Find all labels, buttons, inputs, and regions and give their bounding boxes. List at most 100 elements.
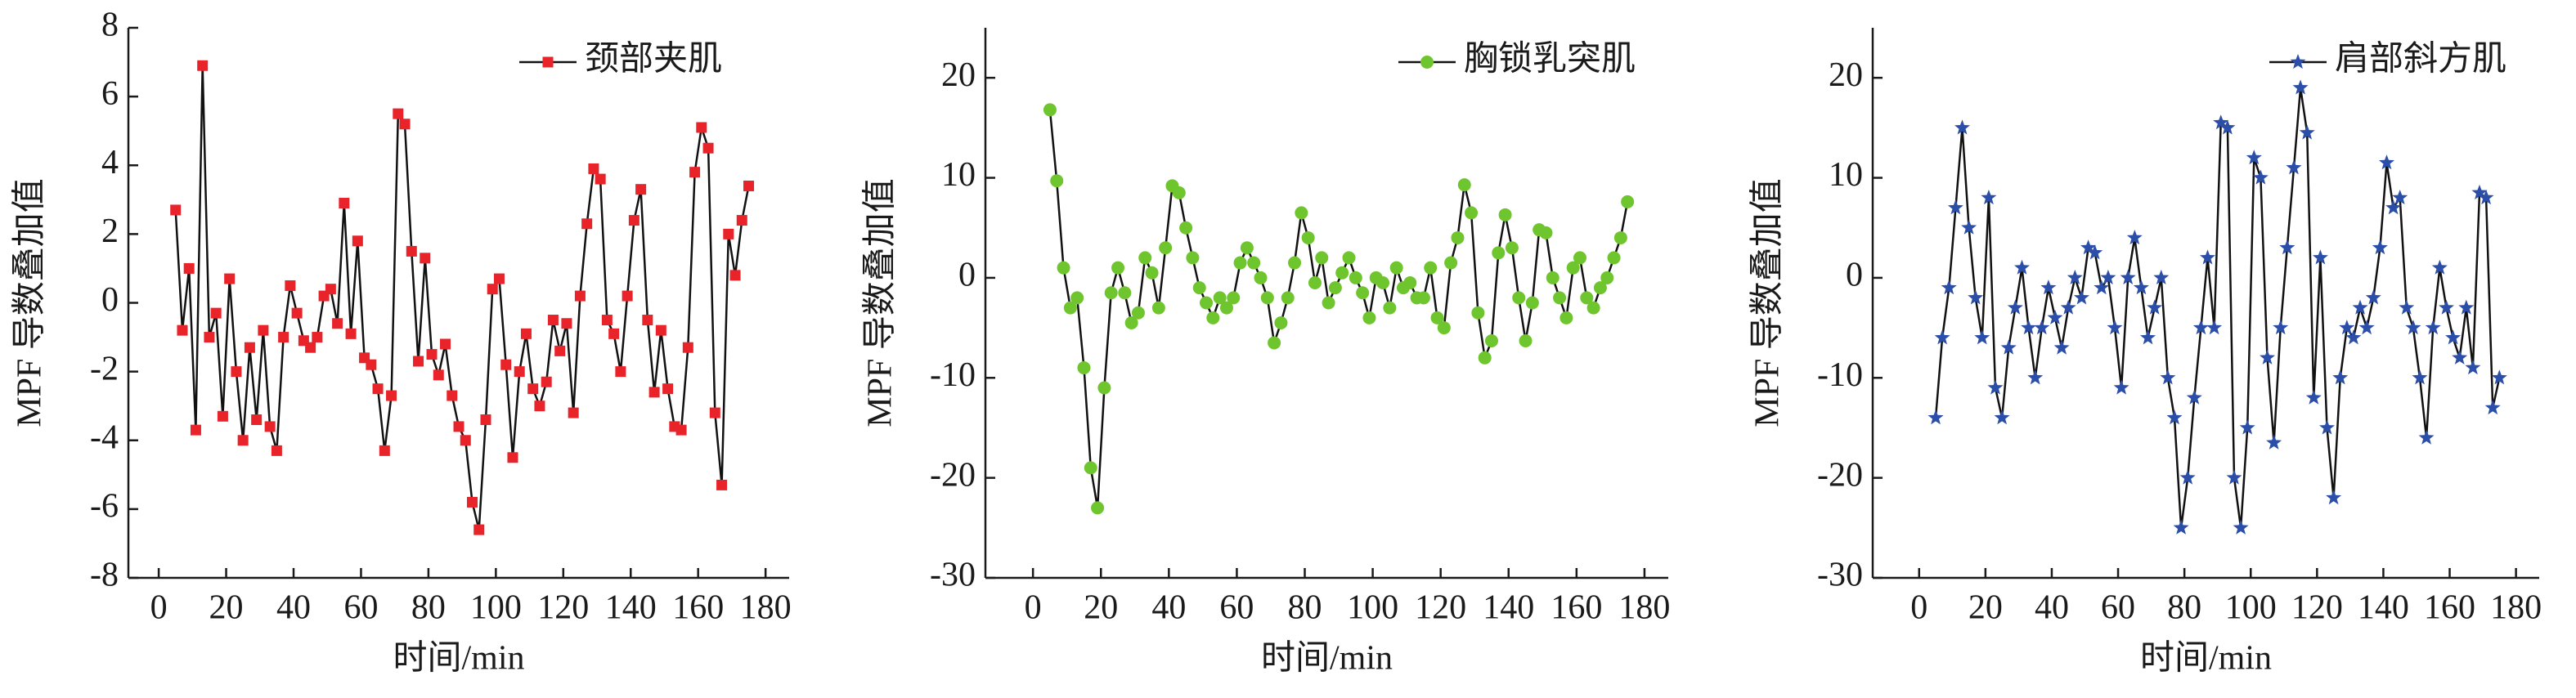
data-point: [2179, 469, 2196, 485]
x-tick-label: 140: [1483, 589, 1534, 627]
data-point: [2345, 329, 2362, 345]
data-point: [1613, 230, 1627, 244]
y-tick-label: -10: [930, 356, 976, 394]
data-point: [2040, 280, 2057, 295]
data-point: [514, 366, 525, 378]
data-point: [675, 424, 687, 436]
data-point: [2206, 320, 2223, 335]
data-point: [2452, 349, 2468, 365]
x-tick-label: 180: [2490, 589, 2542, 627]
data-point: [1607, 251, 1621, 265]
data-point: [2107, 320, 2123, 335]
data-point: [689, 167, 701, 178]
data-point: [2073, 289, 2089, 305]
data-point: [696, 122, 707, 133]
data-point: [736, 215, 747, 226]
data-point: [2166, 409, 2183, 425]
data-point: [1200, 296, 1214, 310]
legend-marker: [1420, 56, 1434, 69]
y-axis-label: MPF 导数叠加值: [1749, 178, 1787, 427]
data-point: [2286, 159, 2302, 175]
data-point: [426, 349, 438, 360]
data-point: [332, 318, 343, 329]
data-point: [1349, 271, 1362, 284]
y-tick-label: -2: [90, 350, 119, 387]
data-point: [2412, 369, 2428, 385]
data-point: [258, 324, 269, 336]
data-point: [2047, 309, 2063, 324]
data-point: [2087, 244, 2103, 260]
data-point: [224, 273, 236, 284]
data-point: [2246, 150, 2262, 165]
data-point: [541, 376, 552, 387]
data-point: [1600, 271, 1614, 284]
data-point: [2484, 400, 2501, 415]
y-tick-label: 20: [941, 56, 976, 94]
data-point: [1478, 351, 1492, 365]
data-point: [2252, 169, 2269, 185]
y-tick-label: 20: [1829, 56, 1863, 94]
data-point: [2133, 280, 2149, 295]
data-point: [2439, 299, 2454, 315]
y-tick-label: -4: [90, 418, 119, 456]
data-point: [1492, 246, 1506, 260]
y-tick-label: 0: [101, 281, 119, 319]
data-point: [588, 163, 599, 174]
data-point: [1206, 311, 1220, 324]
data-point: [204, 332, 215, 343]
legend-label: 肩部斜方肌: [2335, 40, 2506, 78]
data-point: [305, 342, 316, 353]
x-tick-label: 40: [276, 589, 311, 627]
data-point: [413, 356, 424, 367]
data-point: [1465, 206, 1479, 220]
data-point: [1987, 379, 2004, 395]
y-axis-label: MPF 导数叠加值: [862, 178, 900, 427]
data-point: [702, 142, 714, 154]
data-point: [662, 383, 674, 395]
data-point: [1118, 286, 1132, 300]
data-point: [190, 424, 201, 436]
x-tick-label: 20: [209, 589, 244, 627]
data-point: [433, 369, 444, 381]
data-point: [1512, 291, 1526, 305]
x-tick-label: 120: [2291, 589, 2343, 627]
data-point: [1322, 296, 1335, 310]
data-point: [534, 400, 545, 412]
y-tick-label: -6: [90, 488, 119, 526]
data-point: [487, 284, 498, 295]
data-point: [453, 421, 464, 432]
data-point: [1335, 266, 1349, 280]
data-point: [2260, 349, 2275, 365]
x-tick-label: 20: [1084, 589, 1118, 627]
data-point: [244, 342, 255, 353]
data-point: [1539, 226, 1553, 239]
data-point: [2094, 280, 2110, 295]
legend-label: 胸锁乳突肌: [1464, 40, 1636, 78]
x-tick-label: 60: [1219, 589, 1254, 627]
data-point: [2326, 490, 2342, 505]
data-point: [2233, 519, 2249, 535]
data-point: [723, 228, 734, 239]
data-point: [1471, 306, 1485, 320]
data-point: [1097, 381, 1111, 395]
data-point: [285, 280, 296, 291]
data-point: [1362, 311, 1376, 324]
x-tick-label: 120: [537, 589, 589, 627]
data-point: [1077, 361, 1091, 375]
data-point: [595, 173, 606, 185]
data-point: [1403, 276, 1417, 290]
data-point: [1281, 291, 1295, 305]
data-point: [386, 390, 397, 401]
x-tick-label: 60: [343, 589, 378, 627]
data-point: [2153, 269, 2170, 284]
x-axis-label: 时间/min: [1261, 640, 1393, 678]
y-tick-label: 2: [101, 213, 119, 250]
x-tick-label: 40: [2035, 589, 2069, 627]
data-point: [1138, 251, 1152, 265]
data-point: [1519, 333, 1533, 347]
y-tick-label: -10: [1817, 356, 1863, 394]
y-tick-label: 10: [941, 156, 976, 194]
data-point: [2458, 299, 2475, 315]
data-point: [466, 496, 478, 508]
data-point: [1151, 301, 1165, 315]
